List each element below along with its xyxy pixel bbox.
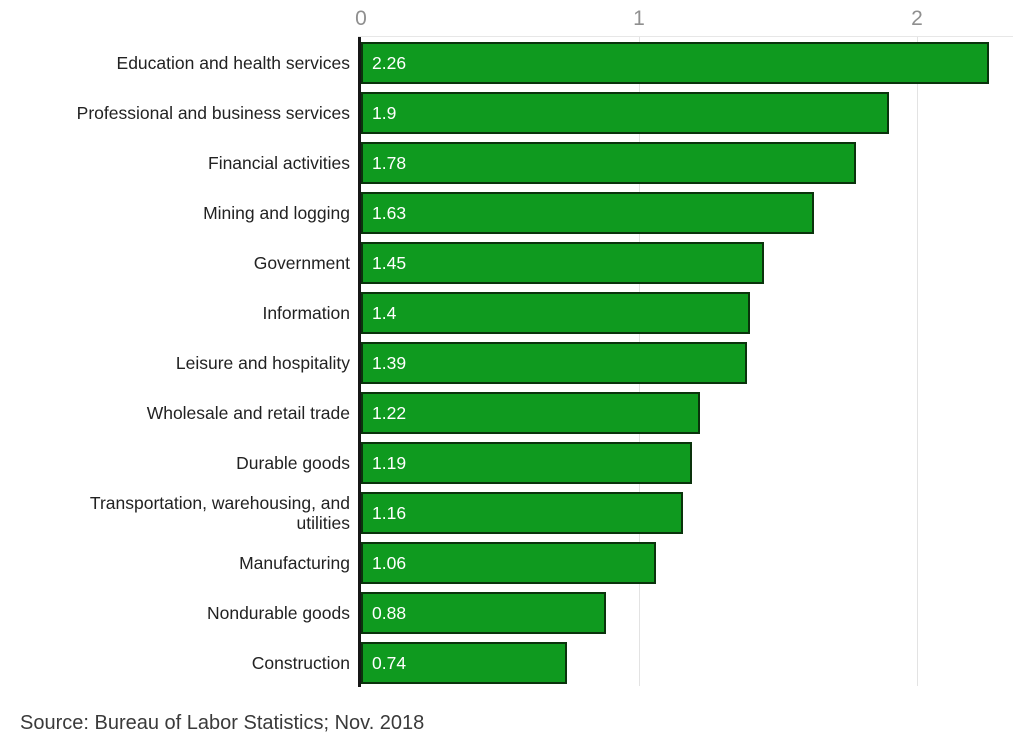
bar: 2.26 xyxy=(361,42,989,84)
bar-value-label: 1.19 xyxy=(372,452,407,473)
category-label: Nondurable goods xyxy=(206,602,350,623)
bar-value-label: 1.4 xyxy=(372,302,397,323)
category-label: Leisure and hospitality xyxy=(175,352,350,373)
category-label: Government xyxy=(253,252,350,273)
bar: 1.45 xyxy=(361,242,764,284)
x-tick-label: 2 xyxy=(911,7,923,30)
bar-value-label: 1.22 xyxy=(372,402,407,423)
bar-value-label: 0.74 xyxy=(372,652,407,673)
bar: 1.16 xyxy=(361,492,683,534)
bar-value-label: 1.9 xyxy=(372,102,397,123)
bar: 1.78 xyxy=(361,142,856,184)
category-label: Durable goods xyxy=(236,452,350,473)
bar-value-label: 1.16 xyxy=(372,502,407,523)
bar: 1.39 xyxy=(361,342,747,384)
bar: 0.74 xyxy=(361,642,567,684)
category-label: Education and health services xyxy=(116,52,350,73)
x-tick-label: 0 xyxy=(355,7,367,30)
category-label: Professional and business services xyxy=(76,102,350,123)
x-tick-label: 1 xyxy=(633,7,645,30)
bar: 1.19 xyxy=(361,442,692,484)
bar: 1.63 xyxy=(361,192,814,234)
category-label: Mining and logging xyxy=(203,202,350,223)
y-axis-line xyxy=(358,37,361,687)
bar-value-label: 1.06 xyxy=(372,552,407,573)
bar-value-label: 1.63 xyxy=(372,202,407,223)
bar: 1.06 xyxy=(361,542,656,584)
bar: 1.22 xyxy=(361,392,700,434)
bar: 0.88 xyxy=(361,592,606,634)
bar: 1.9 xyxy=(361,92,889,134)
category-label: Transportation, warehousing, and utiliti… xyxy=(89,492,350,533)
category-label: Manufacturing xyxy=(239,552,350,573)
category-label: Wholesale and retail trade xyxy=(146,402,350,423)
gridline xyxy=(917,37,918,686)
source-note: Source: Bureau of Labor Statistics; Nov.… xyxy=(20,712,425,734)
bar-value-label: 1.45 xyxy=(372,252,407,273)
bar-value-label: 1.78 xyxy=(372,152,407,173)
bar: 1.4 xyxy=(361,292,750,334)
category-label: Financial activities xyxy=(208,152,350,173)
plot-top-border xyxy=(358,36,1013,37)
bar-value-label: 1.39 xyxy=(372,352,407,373)
category-label: Construction xyxy=(251,652,350,673)
bar-value-label: 0.88 xyxy=(372,602,407,623)
bar-value-label: 2.26 xyxy=(372,52,407,73)
category-label: Information xyxy=(262,302,350,323)
